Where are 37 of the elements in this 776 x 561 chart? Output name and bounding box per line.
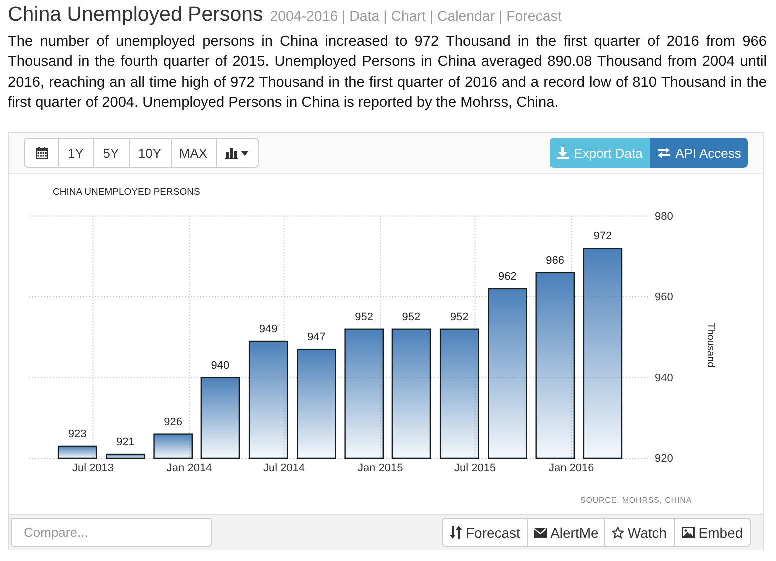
data-label: 949 xyxy=(259,323,278,336)
y-tick-label: 980 xyxy=(655,210,674,223)
data-label: 921 xyxy=(116,436,135,448)
text: 2004-2016 | Data | Chart | Calendar | Forecast xyxy=(270,9,562,25)
watch-button[interactable]: Watch xyxy=(604,519,674,546)
y-tick-label: 960 xyxy=(655,292,674,304)
x-tick-label: Jul 2013 xyxy=(72,462,114,474)
data-label: 940 xyxy=(211,360,230,372)
source-note: SOURCE: MOHRSS, CHINA xyxy=(580,496,692,505)
data-label: 962 xyxy=(498,270,517,283)
embed-button[interactable]: Embed xyxy=(674,519,750,546)
data-label: 952 xyxy=(355,311,374,324)
alert-button[interactable]: AlertMe xyxy=(527,519,604,546)
x-tick-label: Jan 2015 xyxy=(358,462,404,474)
chart-title: CHINA UNEMPLOYED PERSONS xyxy=(53,187,200,198)
api-button[interactable]: API Access xyxy=(650,138,748,168)
y-axis-title: Thousand xyxy=(705,323,716,368)
x-tick-label: Jul 2015 xyxy=(454,462,496,474)
data-label: 926 xyxy=(164,416,182,428)
data-label: 952 xyxy=(450,311,469,324)
x-tick-label: Jul 2014 xyxy=(263,462,306,474)
range-button[interactable]: 10Y xyxy=(128,139,170,167)
data-label: 966 xyxy=(546,254,565,267)
data-label: 923 xyxy=(68,428,87,440)
text: The number of unemployed persons in China increased to 972 Thousand in the first quarter of 2016 from 966 Thousand in the fourth quarter of 2015. Unemployed Persons in China averaged 890.08 Thousand from 2004 until 2016, reaching an all time high of 972 Thousand in the first quarter of 2016 and a record low of 810 Thousand in the first quarter of 2004. Unemployed Persons in China is reported by the Mohrss, China. xyxy=(8,33,767,114)
forecast-button[interactable]: Forecast xyxy=(443,519,528,546)
data-label: 972 xyxy=(594,230,612,243)
y-tick-label: 920 xyxy=(655,453,674,466)
text: China Unemployed Persons xyxy=(8,3,264,26)
y-tick-label: 940 xyxy=(655,372,674,384)
range-button[interactable]: 5Y xyxy=(93,139,128,167)
range-button[interactable]: MAX xyxy=(170,139,216,167)
data-label: 952 xyxy=(402,311,421,324)
x-tick-label: Jan 2014 xyxy=(166,462,212,474)
range-button[interactable]: 1Y xyxy=(58,139,93,167)
data-label: 947 xyxy=(308,332,326,344)
x-tick-label: Jan 2016 xyxy=(548,462,594,474)
